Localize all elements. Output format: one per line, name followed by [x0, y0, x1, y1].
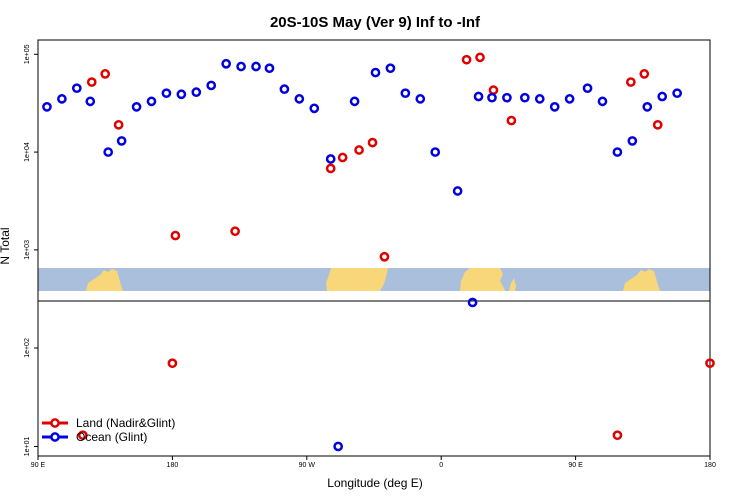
y-tick-label: 1e+03: [24, 240, 31, 260]
data-point: [467, 297, 478, 308]
data-point: [415, 94, 426, 104]
axes: 90 E 180 90 W 0 90 E 180 1e+03 1e+04 1e+05 1e+01 1…: [24, 44, 716, 469]
data-point: [652, 119, 663, 130]
data-point: [639, 69, 650, 79]
data-point: [400, 88, 411, 99]
land-shape-america-east: [460, 268, 505, 291]
data-point: [549, 102, 560, 112]
data-point: [167, 358, 178, 369]
data-point: [597, 96, 608, 107]
data-point: [325, 154, 336, 164]
y-tick-label: 1e+02: [24, 338, 31, 358]
legend-marker: [50, 432, 60, 442]
data-point: [42, 102, 52, 112]
data-point: [191, 87, 202, 98]
data-point: [349, 96, 360, 107]
data-point: [612, 147, 623, 157]
data-point: [379, 251, 390, 262]
data-point: [354, 145, 364, 155]
data-point: [672, 88, 682, 99]
data-point: [473, 91, 484, 102]
data-point: [161, 88, 172, 99]
data-point: [475, 52, 485, 63]
data-point: [294, 94, 305, 104]
data-point: [642, 102, 653, 112]
data-point: [502, 92, 512, 103]
land-shape-america-west: [326, 268, 388, 291]
data-point: [461, 54, 472, 65]
x-tick-label: 180: [167, 462, 179, 469]
lower-panel-frame: [37, 300, 711, 457]
data-point: [487, 92, 497, 103]
data-point: [236, 61, 246, 72]
legend-item: Ocean (Glint): [42, 430, 147, 444]
data-point: [333, 441, 344, 452]
y-tick-label: 1e+05: [24, 44, 31, 64]
data-point: [71, 83, 82, 94]
data-point: [85, 96, 96, 107]
x-tick-label: 90 W: [299, 462, 316, 469]
chart-title: 20S-10S May (Ver 9) Inf to -Inf: [270, 14, 481, 31]
data-point: [337, 152, 348, 163]
data-point: [86, 77, 97, 87]
data-point: [279, 84, 290, 95]
x-tick-label: 0: [439, 462, 443, 469]
data-point: [385, 63, 396, 74]
data-point: [116, 136, 127, 146]
data-point: [113, 119, 124, 130]
legend-item: Land (Nadir&Glint): [42, 416, 175, 430]
data-point: [564, 94, 575, 104]
data-point: [176, 89, 187, 100]
data-point: [626, 77, 636, 87]
data-point: [534, 94, 545, 104]
legend-label: Land (Nadir&Glint): [76, 416, 175, 430]
x-tick-label: 90 E: [31, 462, 46, 469]
data-point: [309, 103, 320, 114]
data-point: [251, 61, 261, 72]
data-point: [264, 63, 275, 74]
data-point: [612, 430, 623, 441]
legend-marker: [50, 418, 60, 428]
land-shape-island: [509, 278, 516, 291]
data-point: [57, 94, 67, 104]
data-point: [325, 163, 336, 174]
data-point: [370, 67, 381, 78]
data-point: [77, 430, 88, 441]
data-point: [103, 147, 114, 157]
data-point: [452, 186, 463, 196]
data-point: [657, 91, 668, 102]
legend: Land (Nadir&Glint)Ocean (Glint): [42, 416, 175, 444]
x-tick-label: 180: [704, 462, 716, 469]
data-point: [519, 92, 530, 103]
data-point: [206, 80, 217, 91]
legend-label: Ocean (Glint): [76, 430, 147, 444]
data-points: [42, 52, 715, 452]
x-axis-label: Longitude (deg E): [327, 476, 422, 490]
data-point: [100, 69, 111, 79]
series-land-nadir-glint-: [77, 52, 715, 441]
series-ocean-glint-: [42, 58, 682, 452]
data-point: [582, 83, 593, 94]
data-point: [430, 147, 441, 157]
data-point: [627, 136, 638, 146]
data-point: [506, 115, 517, 126]
x-tick-label: 90 E: [568, 462, 583, 469]
data-point: [705, 358, 715, 369]
data-point: [146, 96, 157, 107]
land-shape-africa-repeat: [623, 269, 660, 291]
land-ocean-map-strip: [38, 268, 710, 291]
y-axis-label: N Total: [0, 227, 12, 264]
data-point: [367, 137, 378, 148]
data-point: [230, 226, 240, 237]
land-shape-africa: [86, 269, 123, 291]
data-point: [221, 58, 232, 69]
y-tick-label: 1e+01: [24, 437, 31, 457]
data-point: [170, 230, 181, 241]
data-point: [131, 102, 142, 112]
y-tick-label: 1e+04: [24, 142, 31, 162]
